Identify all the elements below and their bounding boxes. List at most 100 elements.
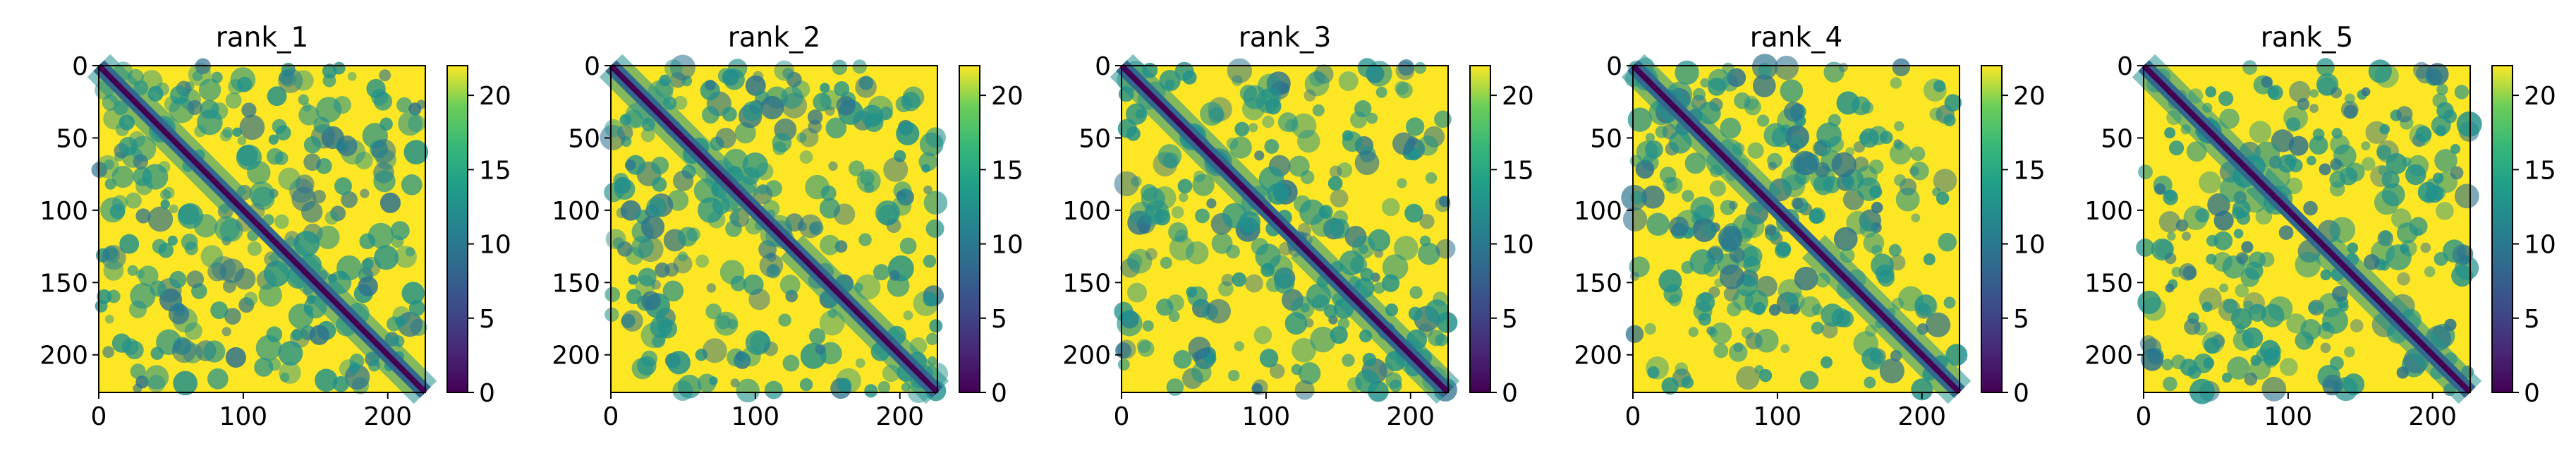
heatmap-cell <box>1675 60 1699 85</box>
heatmap-cell <box>925 332 939 346</box>
heatmap-cell <box>1744 289 1768 314</box>
heatmap-cell <box>1126 126 1141 141</box>
heatmap-cell <box>730 378 740 387</box>
heatmap-cell <box>1861 101 1874 114</box>
heatmap-cell <box>2223 299 2238 314</box>
heatmap-cell <box>348 362 360 373</box>
heatmap-cell <box>238 297 255 313</box>
heatmap-cell <box>1665 176 1683 194</box>
heatmap-cell <box>1744 95 1759 111</box>
heatmap-cell <box>1127 248 1153 274</box>
heatmap-cell <box>2409 217 2428 236</box>
heatmap-cell <box>1137 340 1155 357</box>
heatmap-cell <box>107 289 121 303</box>
heatmap-cell <box>2268 296 2293 322</box>
y-tick-label: 150 <box>2084 269 2133 298</box>
heatmap-cell <box>873 264 890 281</box>
heatmap-cell <box>2199 171 2221 194</box>
y-tick-label: 200 <box>1574 342 1622 371</box>
x-tick-label: 100 <box>2264 402 2313 431</box>
heatmap-cell <box>1668 294 1682 307</box>
heatmap-cell <box>1165 79 1175 90</box>
heatmap-cell <box>1700 78 1710 88</box>
heatmap-cell <box>169 97 195 124</box>
heatmap-cell <box>210 301 229 320</box>
heatmap-cell <box>2407 155 2429 176</box>
colorbar-tick-label: 0 <box>991 379 1007 408</box>
y-tick-label: 200 <box>552 342 600 371</box>
heatmap-cell <box>701 106 719 124</box>
heatmap-cell <box>819 310 845 336</box>
heatmap-cell <box>1622 207 1648 232</box>
heatmap-cell <box>1799 371 1819 390</box>
axes-frame <box>1121 65 1449 393</box>
heatmap-cell <box>1833 227 1858 251</box>
heatmap-cell <box>1409 286 1423 299</box>
heatmap-cell <box>1890 77 1902 89</box>
heatmap-cell <box>1943 114 1956 127</box>
heatmap-cell <box>2307 155 2316 166</box>
heatmap-cell <box>1279 83 1290 94</box>
heatmap-cell <box>2317 323 2335 339</box>
heatmap-cell <box>1768 303 1781 316</box>
heatmap-cell <box>2391 208 2412 229</box>
heatmap-cell <box>391 235 404 248</box>
heatmap-cell <box>604 287 621 303</box>
heatmap-cell <box>1232 272 1247 287</box>
heatmap-cell <box>929 319 943 333</box>
heatmap-cell <box>2284 154 2297 167</box>
heatmap-cell <box>662 280 684 302</box>
heatmap-cell <box>2364 253 2380 270</box>
heatmap-cell <box>2154 183 2166 196</box>
heatmap-cell <box>373 170 396 193</box>
heatmap-cell <box>168 303 190 325</box>
heatmap-cell <box>2136 239 2154 257</box>
heatmap-cell <box>1630 191 1644 205</box>
heatmap-cell <box>640 322 667 349</box>
subplot-title: rank_5 <box>2261 22 2354 54</box>
heatmap-cell <box>1291 296 1315 320</box>
heatmap-cell <box>1713 343 1729 359</box>
heatmap-cell <box>1682 189 1694 203</box>
heatmap-cell <box>1690 196 1715 221</box>
heatmap-cell <box>640 215 665 239</box>
heatmap-cell <box>820 234 841 255</box>
heatmap-cell <box>1200 102 1224 126</box>
colorbar <box>959 65 980 393</box>
heatmap-cell <box>2457 245 2474 262</box>
heatmap-cell <box>374 245 399 270</box>
heatmap-cell <box>1857 177 1881 201</box>
heatmap-cell <box>626 289 642 305</box>
heatmap-cell <box>1177 179 1193 194</box>
heatmap-cell <box>736 378 760 403</box>
heatmap-cell <box>855 358 865 368</box>
y-tick-label: 50 <box>1590 124 1622 153</box>
heatmap-cell <box>759 253 784 277</box>
y-tick-label: 150 <box>40 269 88 298</box>
heatmap-cell <box>1754 328 1779 353</box>
heatmap-cell <box>2163 376 2177 392</box>
colorbar-tick-label: 15 <box>1502 156 1534 185</box>
heatmap-cell <box>1811 321 1824 335</box>
heatmap-cell <box>2235 284 2249 298</box>
heatmap-cell <box>673 95 688 110</box>
heatmap-cell <box>1218 281 1234 297</box>
axes-frame <box>610 65 938 393</box>
heatmap-cell <box>1895 187 1920 212</box>
heatmap-cell <box>716 315 731 330</box>
heatmap-cell <box>613 172 629 188</box>
heatmap-cell <box>1629 155 1643 167</box>
heatmap-cell <box>2242 60 2258 75</box>
heatmap-cell <box>125 192 142 209</box>
heatmap-cell <box>820 185 837 201</box>
heatmap-cell <box>1329 218 1350 239</box>
heatmap-cell <box>1943 296 1956 309</box>
heatmap-cell <box>1173 349 1192 369</box>
heatmap-cell <box>371 88 389 106</box>
heatmap-cell <box>2212 252 2232 272</box>
heatmap-cell <box>2289 80 2311 103</box>
heatmap-cell <box>1778 279 1802 303</box>
heatmap-cell <box>2244 372 2258 386</box>
heatmap-cell <box>249 181 275 208</box>
heatmap-cell <box>186 270 205 289</box>
